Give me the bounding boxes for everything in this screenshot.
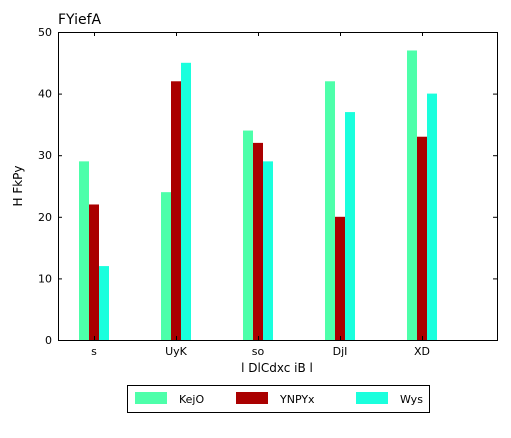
bar-YNPYx-s <box>89 204 99 340</box>
y-tick-label: 30 <box>38 149 52 162</box>
y-tick-label: 40 <box>38 88 52 101</box>
y-tick-label: 20 <box>38 211 52 224</box>
legend-swatch-KejO <box>135 392 167 404</box>
bar-Wys-so <box>263 161 273 340</box>
bar-Wys-DjI <box>345 112 355 340</box>
x-tick-label: s <box>91 345 97 358</box>
x-tick-label: so <box>252 345 265 358</box>
x-tick-label: UyK <box>165 345 188 358</box>
x-axis-ticks: s UyK so DjI XD <box>91 32 430 358</box>
bar-Wys-UyK <box>181 62 191 341</box>
x-tick-label: XD <box>414 345 430 358</box>
bar-YNPYx-XD <box>417 136 427 340</box>
y-axis-ticks: 0 10 20 30 40 50 <box>38 26 497 347</box>
bar-YNPYx-so <box>253 142 263 340</box>
bar-YNPYx-DjI <box>335 216 345 340</box>
bar-Wys-s <box>99 266 109 340</box>
chart-title: FYiefA <box>58 12 102 28</box>
legend: KejO YNPYx Wys <box>127 385 430 413</box>
legend-label-YNPYx: YNPYx <box>279 393 315 406</box>
bar-KejO-UyK <box>161 192 171 340</box>
y-tick-label: 0 <box>45 334 52 347</box>
x-axis-label: l DlCdxc iB l <box>241 361 313 375</box>
bar-KejO-s <box>79 161 89 340</box>
bar-KejO-DjI <box>325 81 335 340</box>
plot-area <box>58 32 498 341</box>
bar-YNPYx-UyK <box>171 81 181 340</box>
bar-KejO-so <box>243 130 253 340</box>
y-axis-label: H FkPy <box>11 165 25 206</box>
bar-Wys-XD <box>427 93 437 340</box>
x-tick-label: DjI <box>333 345 348 358</box>
y-tick-label: 50 <box>38 26 52 39</box>
legend-swatch-Wys <box>356 392 388 404</box>
legend-label-KejO: KejO <box>179 393 204 406</box>
legend-swatch-YNPYx <box>236 392 268 404</box>
legend-label-Wys: Wys <box>400 393 423 406</box>
bars-group <box>79 50 437 341</box>
bar-KejO-XD <box>407 50 417 340</box>
y-tick-label: 10 <box>38 272 52 285</box>
